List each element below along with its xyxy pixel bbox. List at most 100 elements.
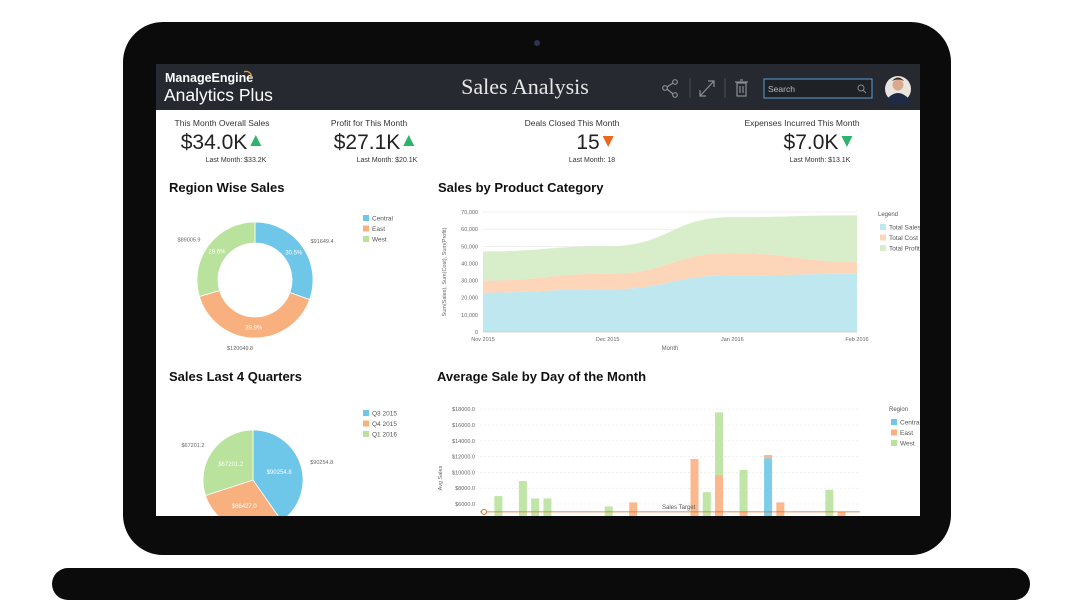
bar — [715, 412, 724, 475]
page-title: Sales Analysis — [461, 74, 589, 99]
bar — [764, 458, 773, 516]
y-tick-label: $6000.0 — [455, 502, 475, 508]
slice — [204, 479, 279, 516]
kpi-label: Expenses Incurred This Month — [744, 118, 859, 128]
camera — [534, 40, 540, 46]
bar — [837, 511, 846, 516]
chart-title: Sales Last 4 Quarters — [169, 369, 302, 384]
brand-swoosh — [243, 70, 252, 79]
legend-swatch — [891, 440, 897, 446]
slice — [196, 221, 256, 298]
delete-icon[interactable] — [735, 79, 748, 97]
bar — [739, 511, 748, 516]
bar — [690, 458, 699, 516]
bar — [764, 455, 773, 459]
legend-label: Q1 2016 — [372, 432, 397, 439]
legend-title: Region — [889, 407, 908, 413]
bar — [604, 506, 613, 516]
screen: ManageEngine Analytics Plus Sales Analys… — [156, 64, 922, 516]
legend-label: East — [900, 430, 913, 437]
kpi-label: This Month Overall Sales — [175, 118, 270, 128]
area — [483, 273, 857, 332]
percent-label: 30.5% — [285, 251, 303, 257]
bar — [494, 496, 503, 516]
y-tick-label: 10,000 — [461, 313, 478, 319]
legend-swatch — [880, 245, 886, 251]
inner-value-label: $90254.8 — [267, 470, 293, 476]
kpi-label: Deals Closed This Month — [525, 118, 620, 128]
slice — [252, 429, 304, 516]
legend-swatch — [363, 420, 369, 427]
bar — [531, 498, 540, 516]
expand-icon[interactable] — [699, 80, 715, 97]
y-tick-label: 20,000 — [461, 296, 478, 302]
y-tick-label: 30,000 — [461, 279, 478, 285]
x-axis-label: Month — [662, 346, 679, 352]
bar — [543, 498, 552, 516]
chart-title: Average Sale by Day of the Month — [437, 369, 646, 384]
bar — [739, 470, 748, 512]
y-tick-label: 0 — [475, 330, 478, 336]
kpi-trend-arrow — [841, 136, 853, 147]
legend-swatch — [363, 431, 369, 437]
legend-label: West — [372, 237, 387, 244]
chart-title: Sales by Product Category — [438, 180, 604, 195]
value-label: $90254.8 — [310, 460, 333, 466]
y-tick-label: $10000.0 — [452, 470, 475, 476]
legend-swatch — [880, 224, 886, 230]
brand: ManageEngine — [165, 71, 253, 85]
legend-swatch — [891, 429, 897, 436]
x-tick-label: Dec 2015 — [596, 337, 620, 343]
kpi-last-month: Last Month: 18 — [569, 157, 615, 164]
legend-swatch — [363, 215, 369, 221]
chart-title: Region Wise Sales — [169, 180, 284, 195]
y-tick-label: $8000.0 — [455, 486, 475, 492]
x-tick-label: Jan 2016 — [721, 337, 744, 343]
percent-label: 29.6% — [208, 250, 226, 256]
value-label: $120049.8 — [227, 346, 253, 352]
search-icon[interactable] — [857, 84, 867, 94]
product-name: Analytics Plus — [164, 85, 273, 105]
inner-value-label: $67201.2 — [218, 462, 244, 468]
legend-label: East — [372, 226, 385, 233]
inner-value-label: $66427.0 — [232, 504, 258, 510]
y-tick-label: 70,000 — [461, 210, 478, 216]
kpi-label: Profit for This Month — [331, 118, 408, 128]
bar — [629, 502, 638, 516]
y-tick-label: 50,000 — [461, 244, 478, 250]
value-label: $67201.2 — [181, 443, 204, 449]
legend-swatch — [880, 234, 886, 241]
x-tick-label: Feb 2016 — [845, 337, 868, 343]
y-tick-label: $14000.0 — [452, 439, 475, 445]
bar — [702, 492, 711, 516]
y-tick-label: 40,000 — [461, 261, 478, 267]
area — [483, 253, 857, 293]
laptop-base — [52, 568, 1030, 600]
kpi-last-month: Last Month: $13.1K — [790, 157, 851, 164]
bar — [825, 489, 834, 516]
legend-label: Q4 2015 — [372, 421, 397, 428]
target-marker — [481, 508, 487, 515]
y-tick-label: $16000.0 — [452, 423, 475, 429]
legend-label: Central — [900, 420, 922, 427]
share-icon[interactable] — [662, 79, 678, 98]
bar — [776, 502, 785, 516]
avatar[interactable] — [885, 76, 911, 103]
value-label: $89005.9 — [178, 237, 201, 243]
kpi-value: $27.1K — [334, 131, 401, 154]
search-box[interactable] — [763, 78, 873, 99]
kpi-value: $7.0K — [784, 131, 839, 154]
y-tick-label: $12000.0 — [452, 455, 475, 461]
kpi-value: $34.0K — [181, 131, 248, 154]
area — [483, 215, 857, 281]
legend-swatch — [363, 225, 369, 232]
kpi-trend-arrow — [602, 136, 614, 147]
search-placeholder: Search — [768, 84, 795, 94]
y-axis-label: Avg Sales — [438, 465, 444, 490]
legend-label: West — [900, 441, 915, 448]
value-label: $91649.4 — [311, 239, 334, 245]
bar — [715, 474, 724, 516]
target-label: Sales Target — [662, 505, 696, 511]
slice — [202, 429, 254, 497]
kpi-trend-arrow — [250, 135, 262, 146]
